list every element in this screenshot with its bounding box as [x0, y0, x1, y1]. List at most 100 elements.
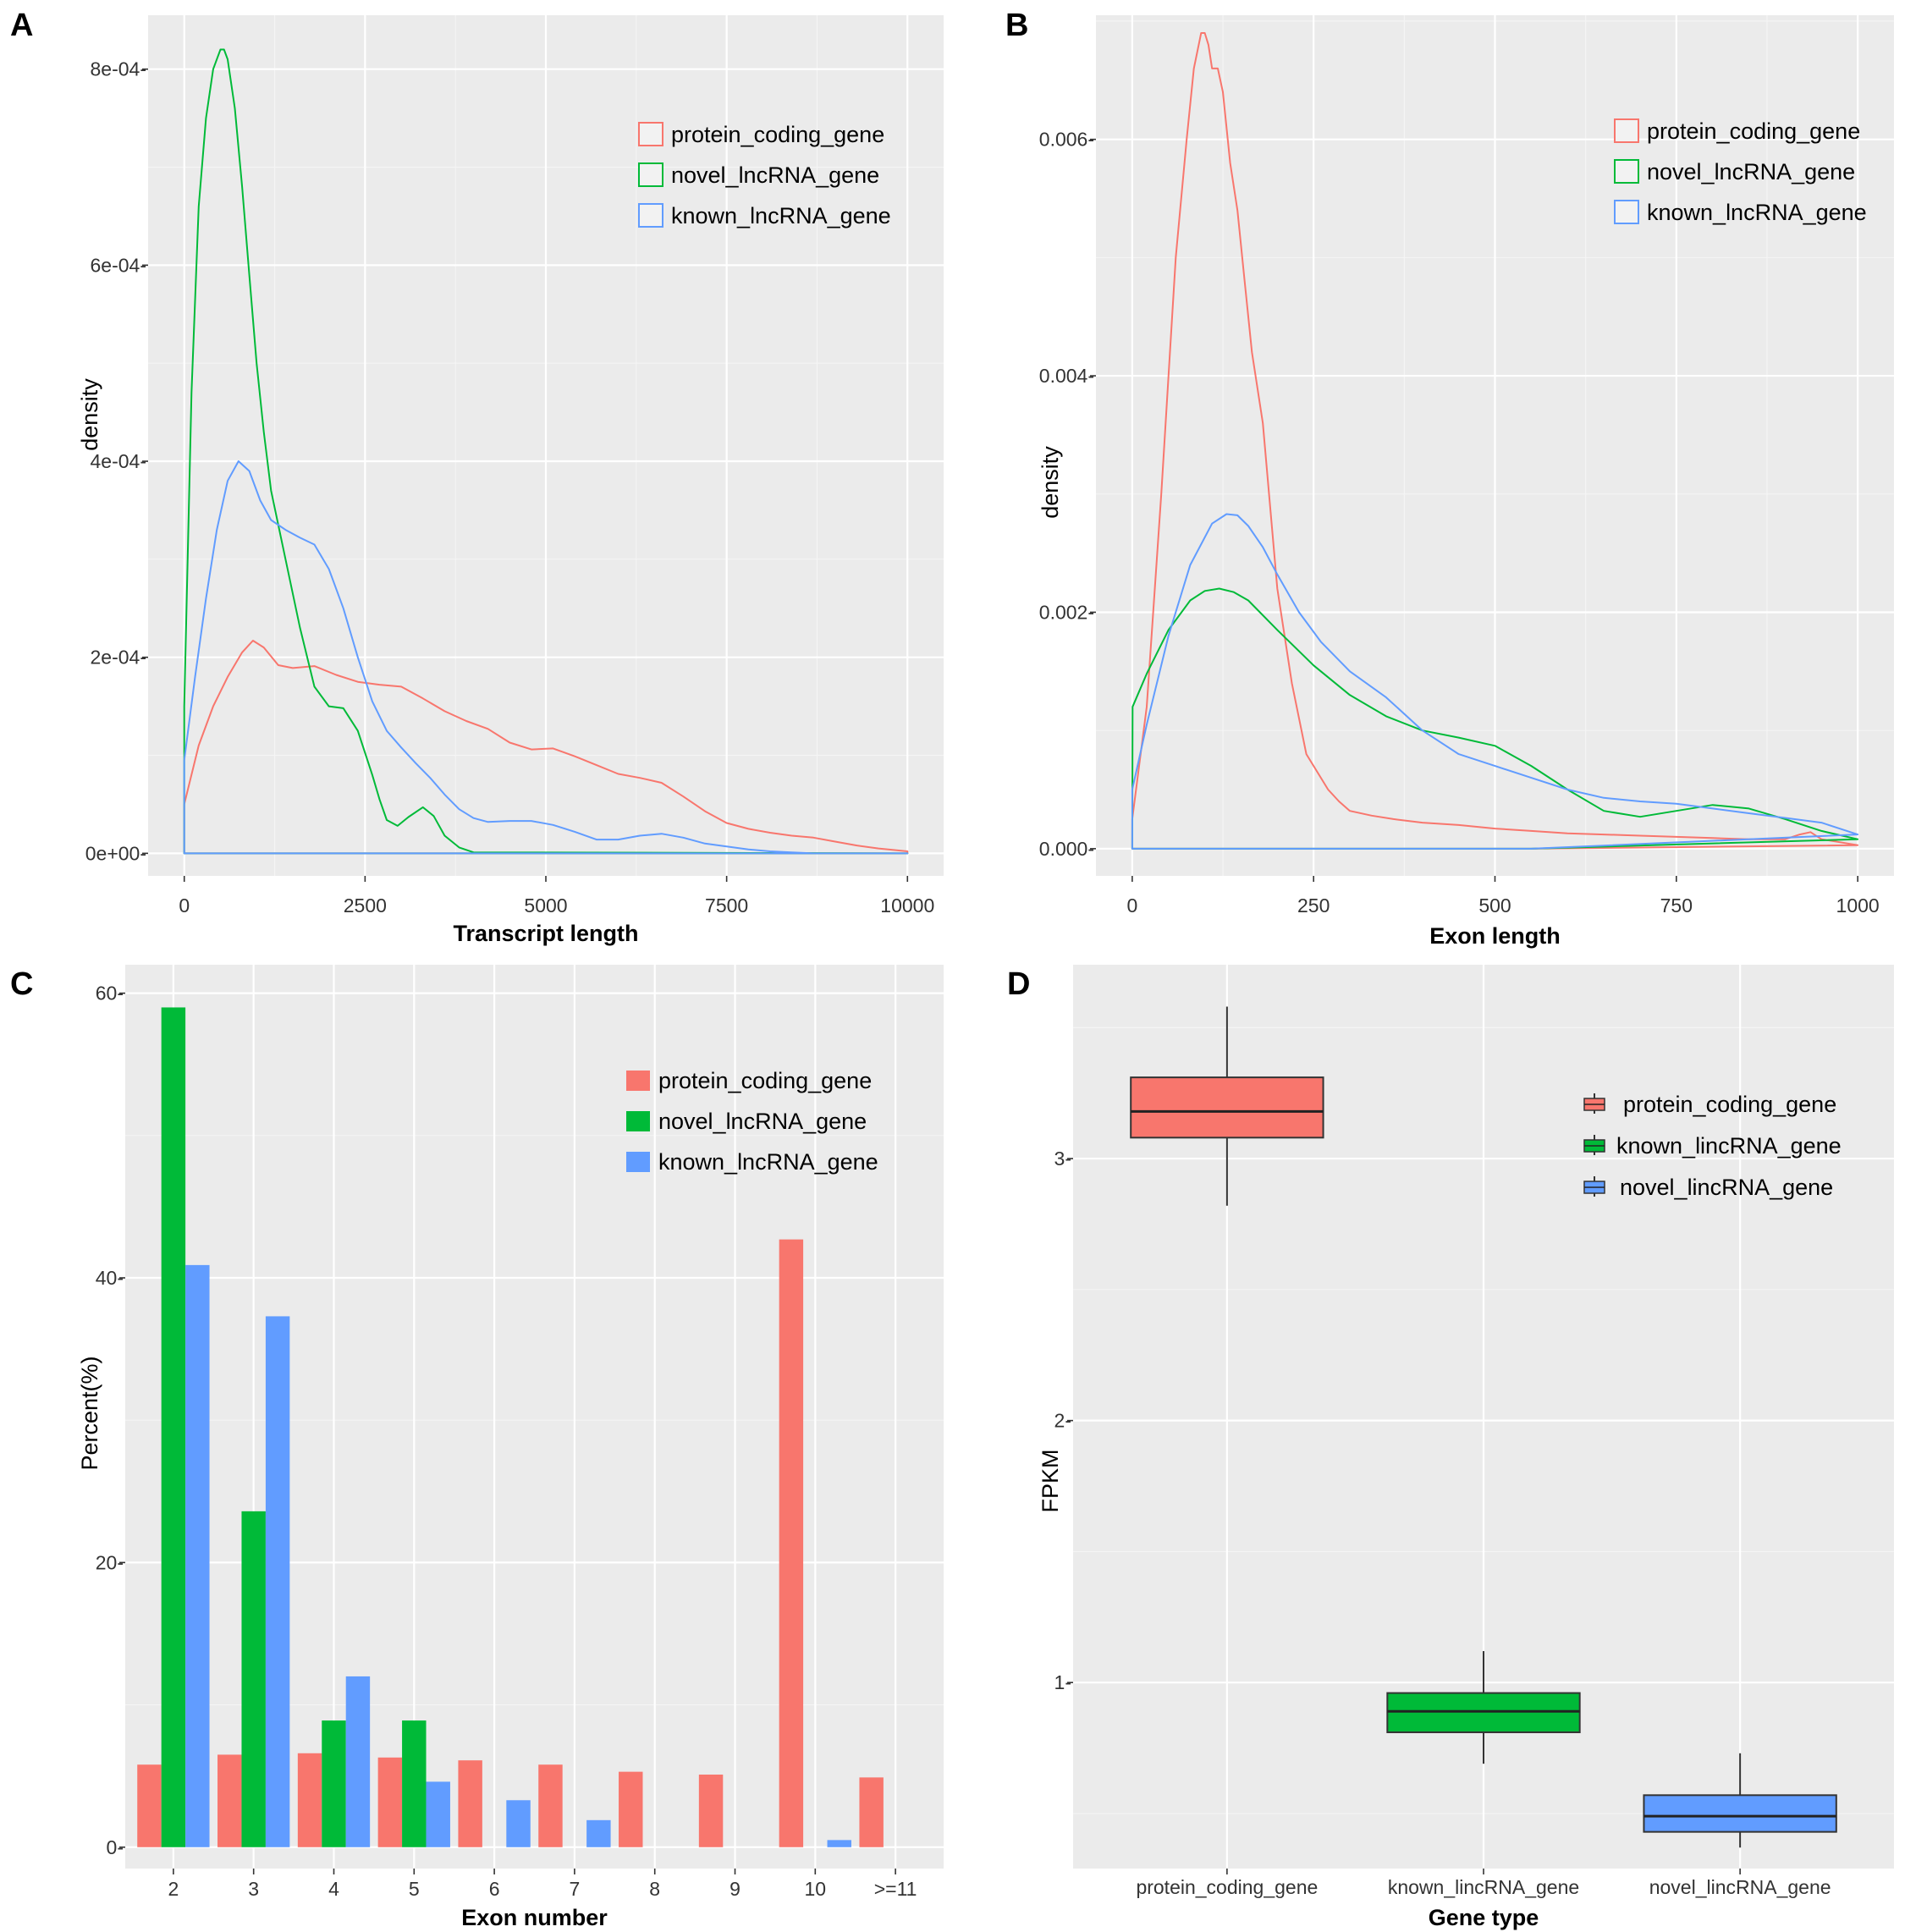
legend-label: novel_lncRNA_gene: [658, 1109, 867, 1134]
bar-novel-lncrna-gene-3: [241, 1511, 266, 1847]
bar-protein-coding-gene-11: [859, 1777, 884, 1847]
legend-item-novel-lncrna-gene: novel_lncRNA_gene: [638, 162, 879, 188]
bar-known-lncrna-gene-3: [265, 1316, 290, 1847]
x-tick-label: >=11: [874, 1878, 917, 1900]
y-tick-label: 0e+00-: [85, 842, 146, 864]
box-body: [1643, 1794, 1837, 1833]
y-tick-label: 6e-04-: [91, 254, 146, 276]
x-axis-title: Exon number: [461, 1905, 608, 1930]
x-tick-label: 2: [168, 1878, 179, 1900]
y-tick-label: 20-: [96, 1551, 124, 1573]
legend: protein_coding_gene novel_lncRNA_geneknow…: [1614, 118, 1867, 225]
panel-a: A 0e+00- 2e-04- 4e-04- 6e-04- 8e-04- 0 2500 5000…: [10, 8, 944, 946]
panel-letter-a: A: [10, 8, 33, 43]
legend-item-known-lncrna-gene: known_lncRNA_gene: [638, 203, 891, 228]
bar-known-lncrna-gene-7: [586, 1819, 611, 1847]
x-tick-label: 1000: [1836, 894, 1880, 916]
legend-item-known-lncrna-gene: known_lncRNA_gene: [1614, 200, 1867, 225]
legend-label: protein_coding_gene: [658, 1068, 872, 1093]
box-body: [1386, 1692, 1581, 1734]
y-axis-title: Percent(%): [77, 1356, 102, 1470]
legend-label: known_lincRNA_gene: [1616, 1133, 1842, 1159]
legend-item-novel-lncrna-gene: novel_lncRNA_gene: [626, 1109, 867, 1134]
legend-label: protein_coding_gene: [1647, 118, 1860, 144]
plot-marks: [137, 1007, 884, 1847]
legend-label: novel_lncRNA_gene: [671, 162, 879, 188]
legend-item-protein-coding-gene: protein_coding_gene: [1583, 1092, 1836, 1117]
x-tick-label: 9: [730, 1878, 741, 1900]
plot-marks: [183, 48, 909, 855]
bar-protein-coding-gene-10: [779, 1239, 804, 1847]
x-tick-label: 5000: [524, 894, 567, 916]
legend-key: [1614, 159, 1639, 184]
legend-label: novel_lncRNA_gene: [1647, 159, 1855, 184]
box-known-lincrna-gene: [1386, 1651, 1581, 1764]
y-tick-label: 0-: [107, 1836, 124, 1858]
legend-item-novel-lncrna-gene: novel_lncRNA_gene: [1614, 159, 1855, 184]
legend-item-protein-coding-gene: protein_coding_gene: [626, 1068, 872, 1093]
bar-novel-lncrna-gene-4: [322, 1720, 346, 1847]
bar-known-lncrna-gene-6: [506, 1800, 531, 1847]
bar-protein-coding-gene-2: [137, 1764, 162, 1847]
x-tick-label: 3: [248, 1878, 259, 1900]
bar-known-lncrna-gene-5: [426, 1781, 450, 1847]
box-body: [1130, 1076, 1324, 1139]
x-tick-label: 250: [1297, 894, 1330, 916]
panel-letter-d: D: [1007, 966, 1030, 1002]
bar-protein-coding-gene-9: [698, 1774, 724, 1847]
density-line-protein-coding-gene: [1131, 32, 1859, 850]
panel-letter-b: B: [1005, 8, 1028, 43]
panel-d: D 1- 2- 3- protein_coding_gene known_lincRNA_…: [1007, 965, 1894, 1930]
bar-known-lncrna-gene-4: [345, 1676, 371, 1847]
density-line-novel-lncrna-gene: [183, 48, 909, 855]
box-novel-lincrna-gene: [1643, 1753, 1837, 1848]
y-tick-label: 2-: [1054, 1410, 1071, 1432]
density-line-protein-coding-gene: [183, 640, 909, 855]
panel-c: C 0- 20- 40- 60- 2 3 4 5 6 7 8 9 10 >=11 Exon number Per…: [10, 965, 944, 1930]
x-tick-label: 2500: [344, 894, 387, 916]
legend-label: known_lncRNA_gene: [1647, 200, 1867, 225]
legend-key: [638, 203, 663, 228]
legend-item-novel-lincrna-gene: novel_lincRNA_gene: [1583, 1175, 1833, 1200]
x-tick-label: 4: [328, 1878, 339, 1900]
y-tick-label: 3-: [1054, 1148, 1071, 1170]
legend-label: known_lncRNA_gene: [658, 1149, 878, 1175]
legend-label: protein_coding_gene: [671, 122, 884, 147]
density-line-known-lncrna-gene: [183, 460, 909, 855]
y-tick-label: 40-: [96, 1267, 124, 1289]
x-tick-label: 0: [179, 894, 190, 916]
x-tick-label: 7: [570, 1878, 581, 1900]
plot-marks: [1130, 1006, 1837, 1848]
legend: protein_coding_gene novel_lncRNA_geneknow…: [626, 1068, 878, 1175]
x-axis-title: Exon length: [1429, 923, 1561, 949]
y-axis-title: FPKM: [1038, 1449, 1063, 1512]
x-tick-label: 6: [489, 1878, 500, 1900]
bar-protein-coding-gene-3: [217, 1754, 242, 1847]
x-tick-label: 500: [1478, 894, 1511, 916]
y-tick-label: 0.006-: [1039, 129, 1094, 151]
x-tick-label: 10000: [880, 894, 934, 916]
legend: protein_coding_gene novel_lncRNA_geneknow…: [638, 122, 891, 228]
panel-letter-c: C: [10, 966, 33, 1002]
x-tick-label: 10: [805, 1878, 827, 1900]
legend-item-known-lincrna-gene: known_lincRNA_gene: [1583, 1133, 1842, 1159]
y-axis-title: density: [1038, 446, 1063, 519]
legend-key: [1614, 200, 1639, 224]
x-axis-title: Transcript length: [453, 921, 638, 946]
x-tick-label: known_lincRNA_gene: [1388, 1876, 1579, 1898]
x-axis-title: Gene type: [1429, 1905, 1539, 1930]
bar-known-lncrna-gene-2: [185, 1264, 210, 1847]
legend-label: protein_coding_gene: [1623, 1092, 1836, 1117]
bar-known-lncrna-gene-10: [827, 1840, 851, 1847]
y-tick-label: 60-: [96, 983, 124, 1005]
legend-key: [626, 1152, 650, 1172]
legend-key: [638, 122, 663, 146]
bar-protein-coding-gene-8: [619, 1771, 643, 1847]
x-tick-label: protein_coding_gene: [1136, 1876, 1318, 1898]
legend-label: known_lncRNA_gene: [671, 203, 891, 228]
y-tick-label: 0.002-: [1039, 601, 1094, 623]
box-protein-coding-gene: [1130, 1006, 1324, 1206]
y-tick-label: 8e-04-: [91, 58, 146, 80]
legend-label: novel_lincRNA_gene: [1620, 1175, 1833, 1200]
